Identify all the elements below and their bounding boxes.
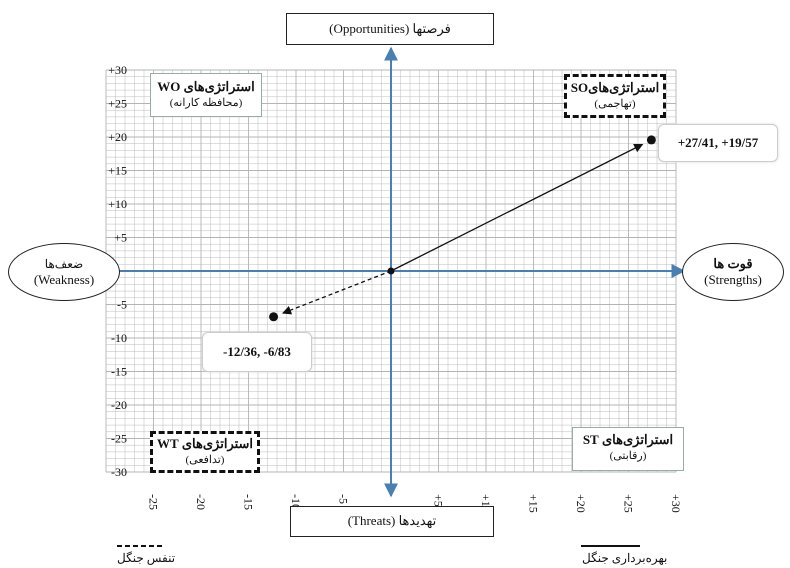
legend-solid-label: بهره‌برداری جنگل bbox=[582, 551, 668, 565]
y-tick-label: -10 bbox=[111, 331, 127, 345]
quadrant-wt-title: استراتژی‌های WT bbox=[156, 436, 254, 451]
y-tick-label: +20 bbox=[108, 130, 127, 144]
y-tick-label: -15 bbox=[111, 365, 127, 379]
point-so-callout: +27/41, +19/57 bbox=[658, 124, 778, 162]
x-tick-label: +30 bbox=[669, 494, 683, 513]
tick-labels: +30 +25 +20 +15 +10 +5 -5 -10 -15 -20 -25 -30 -25 -20… bbox=[108, 63, 683, 513]
points bbox=[269, 135, 656, 322]
x-tick-label: +25 bbox=[622, 494, 636, 513]
quadrant-wt-box: استراتژی‌های WT (تدافعی) bbox=[150, 431, 260, 473]
x-tick-label: -15 bbox=[242, 494, 256, 510]
opportunities-box: فرصتها (Opportunities) bbox=[286, 13, 494, 45]
data-point bbox=[269, 312, 279, 322]
quadrant-st-title: استراتژی‌های ST bbox=[582, 432, 674, 447]
y-tick-label: -5 bbox=[117, 298, 127, 312]
point-wt-callout: -12/36, -6/83 bbox=[202, 332, 312, 372]
point-wt-label: -12/36, -6/83 bbox=[223, 344, 291, 359]
opportunities-label: فرصتها (Opportunities) bbox=[329, 21, 451, 36]
legend-dashed-label: تنفس جنگل bbox=[117, 551, 176, 565]
quadrant-so-title: استراتژی‌هایSO bbox=[570, 80, 660, 95]
quadrant-wo-title: استراتژی‌های WO bbox=[157, 79, 255, 94]
y-tick-label: +25 bbox=[108, 97, 127, 111]
strengths-label-fa: قوت ها bbox=[713, 256, 753, 271]
x-tick-label: -25 bbox=[147, 494, 161, 510]
y-tick-label: +15 bbox=[108, 164, 127, 178]
threats-label: تهدیدها (Threats) bbox=[347, 513, 437, 528]
quadrant-st-subtitle: (رقابتی) bbox=[609, 450, 647, 462]
strengths-oval: قوت ها (Strengths) bbox=[682, 243, 784, 301]
point-so-label: +27/41, +19/57 bbox=[677, 135, 759, 150]
vector-solid bbox=[390, 143, 644, 272]
quadrant-wt-subtitle: (تدافعی) bbox=[185, 454, 225, 466]
quadrant-so-subtitle: (تهاجمی) bbox=[594, 98, 636, 110]
quadrant-so-box: استراتژی‌هایSO (تهاجمی) bbox=[564, 74, 666, 118]
quadrant-wo-subtitle: (محافظه کارانه) bbox=[169, 97, 243, 109]
x-tick-label: -5 bbox=[337, 494, 351, 504]
weakness-oval: ضعف‌ها (Weakness) bbox=[8, 243, 120, 301]
y-tick-label: +10 bbox=[108, 197, 127, 211]
vector-dashed bbox=[282, 270, 392, 315]
x-tick-label: +15 bbox=[527, 494, 541, 513]
strengths-label-en: (Strengths) bbox=[704, 272, 762, 287]
y-tick-label: +30 bbox=[108, 63, 127, 77]
quadrant-wo-box: استراتژی‌های WO (محافظه کارانه) bbox=[150, 73, 262, 117]
x-tick-label: -20 bbox=[194, 494, 208, 510]
y-tick-label: -20 bbox=[111, 398, 127, 412]
vectors bbox=[282, 143, 644, 315]
threats-box: تهدیدها (Threats) bbox=[290, 506, 494, 537]
y-tick-label: -25 bbox=[111, 432, 127, 446]
weakness-label-fa: ضعف‌ها bbox=[44, 257, 84, 271]
x-tick-label: +5 bbox=[432, 494, 446, 507]
quadrant-st-box: استراتژی‌های ST (رقابتی) bbox=[572, 427, 684, 471]
origin-point bbox=[387, 267, 395, 275]
weakness-label-en: (Weakness) bbox=[33, 272, 95, 287]
y-tick-label: +5 bbox=[114, 231, 127, 245]
y-tick-label: -30 bbox=[111, 465, 127, 479]
x-tick-label: +20 bbox=[574, 494, 588, 513]
data-point bbox=[646, 135, 656, 145]
